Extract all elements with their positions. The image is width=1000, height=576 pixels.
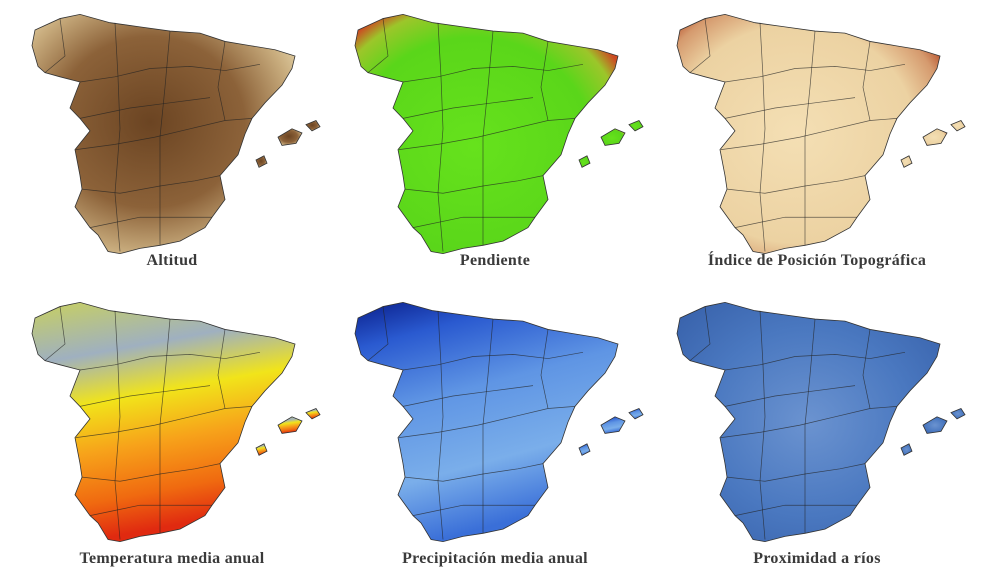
map-panel [676,301,966,543]
region-shape [31,13,296,255]
islands [578,119,644,168]
map-caption: Temperatura media anual [80,550,265,567]
region-shape [676,13,941,255]
islands [255,119,321,168]
region-shape [354,13,619,255]
islands [900,407,966,456]
map-panel [676,13,966,255]
map-caption: Altitud [147,252,198,269]
map-panel [31,13,321,255]
map-caption: Precipitación media anual [402,550,588,567]
islands [900,119,966,168]
islands [578,407,644,456]
map-caption: Índice de Posición Topográfica [708,250,926,269]
region-shape [354,301,619,543]
map-caption: Proximidad a ríos [753,550,880,567]
map-caption: Pendiente [460,252,530,269]
region-shape [676,301,941,543]
map-panel [31,301,321,543]
islands [255,407,321,456]
map-panel [354,301,644,543]
region-shape [31,301,296,543]
map-panel [354,13,644,255]
